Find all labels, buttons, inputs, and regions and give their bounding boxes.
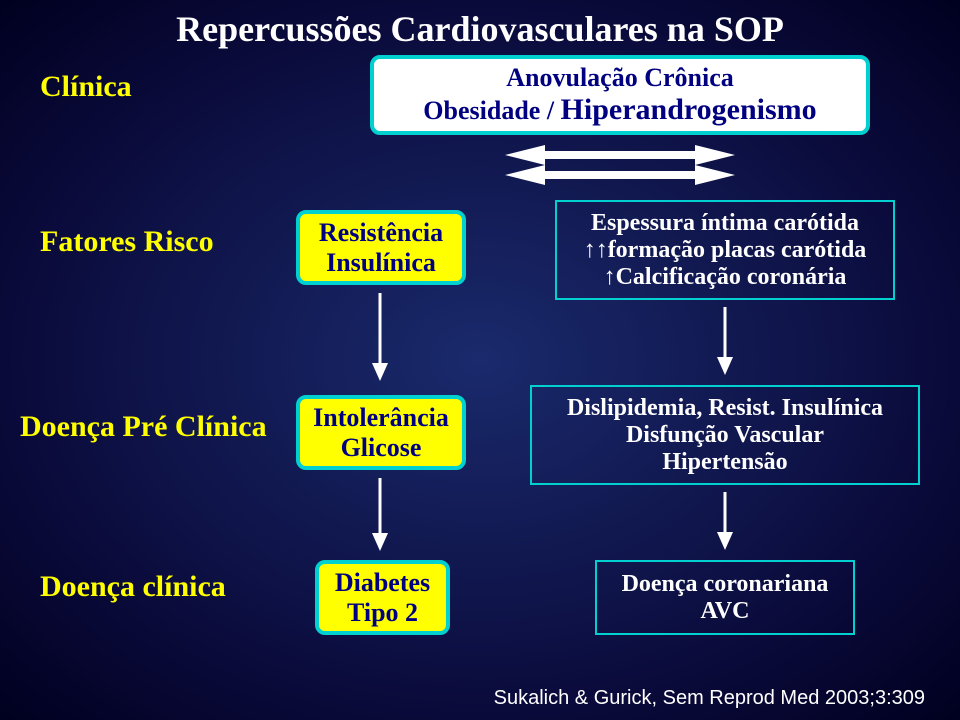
row-label-fatores: Fatores Risco [40,225,214,259]
box-espessura: Espessura íntima carótida ↑↑formação pla… [555,200,895,300]
diabetes-line2: Tipo 2 [347,598,418,628]
intolerancia-line1: Intolerância [313,403,449,433]
dislipidemia-line2: Disfunção Vascular [626,422,824,449]
coronariana-line2: AVC [701,598,750,625]
box-diabetes: Diabetes Tipo 2 [315,560,450,635]
row-label-clinica: Clínica [40,70,132,104]
down-arrow-icon [715,492,735,552]
anovulacao-line2-main: Hiperandrogenismo [561,93,817,126]
anovulacao-line1: Anovulação Crônica [506,63,734,93]
dislipidemia-line3: Hipertensão [662,449,787,476]
box-intolerancia: Intolerância Glicose [296,395,466,470]
resistencia-line1: Resistência [319,218,443,248]
box-coronariana: Doença coronariana AVC [595,560,855,635]
espessura-line3: ↑Calcificação coronária [604,264,847,291]
anovulacao-line2: Obesidade / Hiperandrogenismo [423,93,816,127]
citation-text: Sukalich & Gurick, Sem Reprod Med 2003;3… [494,687,925,710]
coronariana-line1: Doença coronariana [622,571,829,598]
box-resistencia: Resistência Insulínica [296,210,466,285]
down-arrow-icon [370,478,390,553]
down-arrow-icon [715,307,735,377]
row-label-doenca: Doença clínica [40,570,226,604]
espessura-line2: ↑↑formação placas carótida [584,237,867,264]
double-arrow-icon [495,140,745,190]
row-label-preclinica: Doença Pré Clínica [20,410,267,444]
intolerancia-line2: Glicose [341,433,422,463]
diabetes-line1: Diabetes [335,568,430,598]
resistencia-line2: Insulínica [326,248,436,278]
box-anovulacao: Anovulação Crônica Obesidade / Hiperandr… [370,55,870,135]
dislipidemia-line1: Dislipidemia, Resist. Insulínica [567,395,883,422]
box-dislipidemia: Dislipidemia, Resist. Insulínica Disfunç… [530,385,920,485]
slide-title: Repercussões Cardiovasculares na SOP [0,8,960,50]
espessura-line1: Espessura íntima carótida [591,210,859,237]
anovulacao-line2-prefix: Obesidade / [423,96,560,125]
down-arrow-icon [370,293,390,383]
